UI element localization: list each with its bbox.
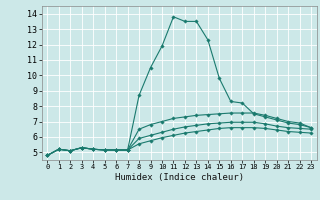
X-axis label: Humidex (Indice chaleur): Humidex (Indice chaleur) — [115, 173, 244, 182]
